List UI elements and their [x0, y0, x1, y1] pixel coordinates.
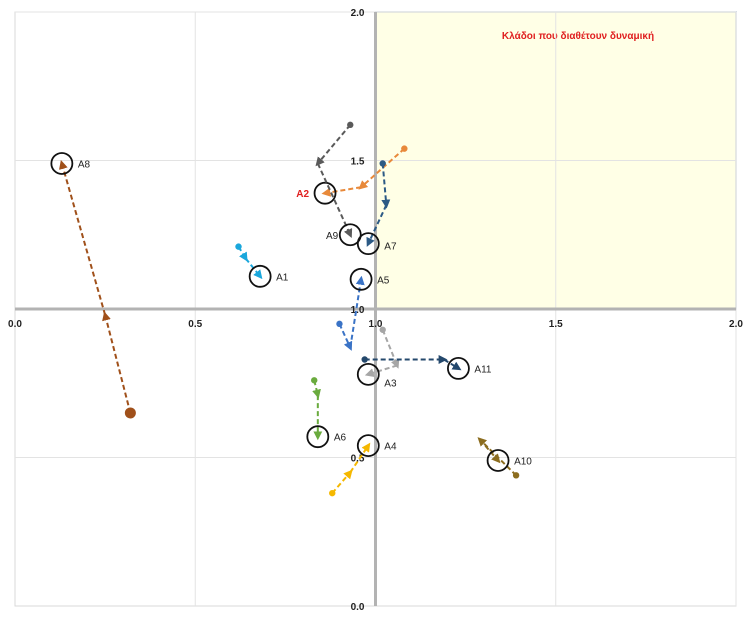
series-a5 — [336, 267, 373, 351]
trajectory-segment — [364, 364, 398, 378]
x-tick-label: 1.5 — [549, 319, 563, 330]
start-point[interactable] — [379, 160, 386, 167]
y-tick-label: 2.0 — [351, 8, 365, 19]
y-tick-label: 0.5 — [351, 454, 365, 465]
trajectory-segment — [102, 311, 132, 414]
current-position-ring[interactable] — [306, 425, 330, 449]
point-label-a4: A4 — [384, 442, 397, 453]
point-label-a9: A9 — [326, 231, 339, 242]
x-tick-label: 1.0 — [369, 319, 383, 330]
point-label-a6: A6 — [334, 433, 347, 444]
y-tick-label: 1.5 — [351, 157, 365, 168]
trajectory-segment — [244, 257, 263, 280]
series-a4 — [329, 434, 380, 497]
trajectory-segment — [338, 323, 353, 351]
series-a9 — [315, 121, 362, 247]
start-point[interactable] — [336, 320, 343, 328]
series-a7 — [356, 160, 391, 256]
quadrant-label: Κλάδοι που διαθέτουν δυναμική — [502, 31, 654, 42]
start-point[interactable] — [361, 356, 368, 363]
current-position-ring[interactable] — [50, 152, 74, 175]
current-position-ring[interactable] — [356, 434, 380, 458]
trajectory-segment — [349, 442, 371, 473]
point-label-a7: A7 — [384, 242, 397, 253]
y-tick-label: 1.0 — [351, 305, 365, 316]
current-position-ring[interactable] — [486, 449, 510, 472]
x-tick-label: 0.0 — [8, 319, 22, 330]
x-tick-label: 0.5 — [188, 319, 202, 330]
start-point[interactable] — [329, 489, 336, 497]
series-a8 — [50, 152, 136, 419]
point-label-a3: A3 — [384, 378, 397, 389]
series-a3 — [356, 326, 400, 386]
start-point[interactable] — [512, 472, 520, 479]
trajectory-segment — [315, 124, 352, 167]
current-position-ring[interactable] — [447, 356, 470, 380]
point-label-a2: A2 — [296, 189, 309, 200]
trajectory-segment — [381, 329, 400, 369]
x-tick-label: 2.0 — [729, 319, 743, 330]
series-a1 — [235, 243, 272, 288]
trajectory-segment — [443, 358, 462, 371]
current-position-ring[interactable] — [248, 264, 272, 288]
trajectory-segment — [349, 275, 365, 348]
start-point[interactable] — [347, 121, 354, 129]
trajectory-segment — [321, 186, 362, 197]
series-a10 — [477, 437, 520, 479]
tick-label-layer: 0.0 0.5 1.0 1.5 2.0 0.0 0.5 1.0 1.5 2.0 — [8, 8, 743, 613]
current-position-ring[interactable] — [313, 181, 337, 205]
y-tick-label: 0.0 — [351, 602, 365, 613]
point-label-a1: A1 — [276, 272, 289, 283]
trajectory-segment — [479, 439, 501, 464]
start-point[interactable] — [124, 407, 136, 419]
current-position-ring[interactable] — [349, 267, 373, 291]
current-position-ring[interactable] — [338, 223, 362, 247]
trajectory-segment — [381, 163, 391, 209]
trajectory-segment — [316, 163, 353, 239]
current-position-ring[interactable] — [356, 232, 380, 256]
series-a6 — [306, 377, 330, 449]
series-a11 — [361, 354, 470, 380]
point-label-a10: A10 — [514, 456, 532, 467]
trajectory-segment — [331, 469, 353, 494]
trajectory-segment — [366, 204, 388, 247]
point-label-a5: A5 — [377, 275, 390, 286]
point-label-a8: A8 — [78, 159, 91, 170]
point-label-layer: A1 A2 A3 A4 A5 A6 A7 A8 A9 A10 A11 — [78, 159, 532, 467]
series-layer — [50, 121, 520, 497]
start-point[interactable] — [401, 145, 408, 152]
current-position-ring[interactable] — [356, 362, 380, 386]
start-point[interactable] — [235, 243, 242, 250]
trajectory-segment — [59, 160, 107, 316]
start-point[interactable] — [311, 377, 318, 384]
axis-layer — [15, 12, 736, 606]
start-point[interactable] — [379, 326, 386, 333]
point-label-a11: A11 — [474, 364, 491, 375]
